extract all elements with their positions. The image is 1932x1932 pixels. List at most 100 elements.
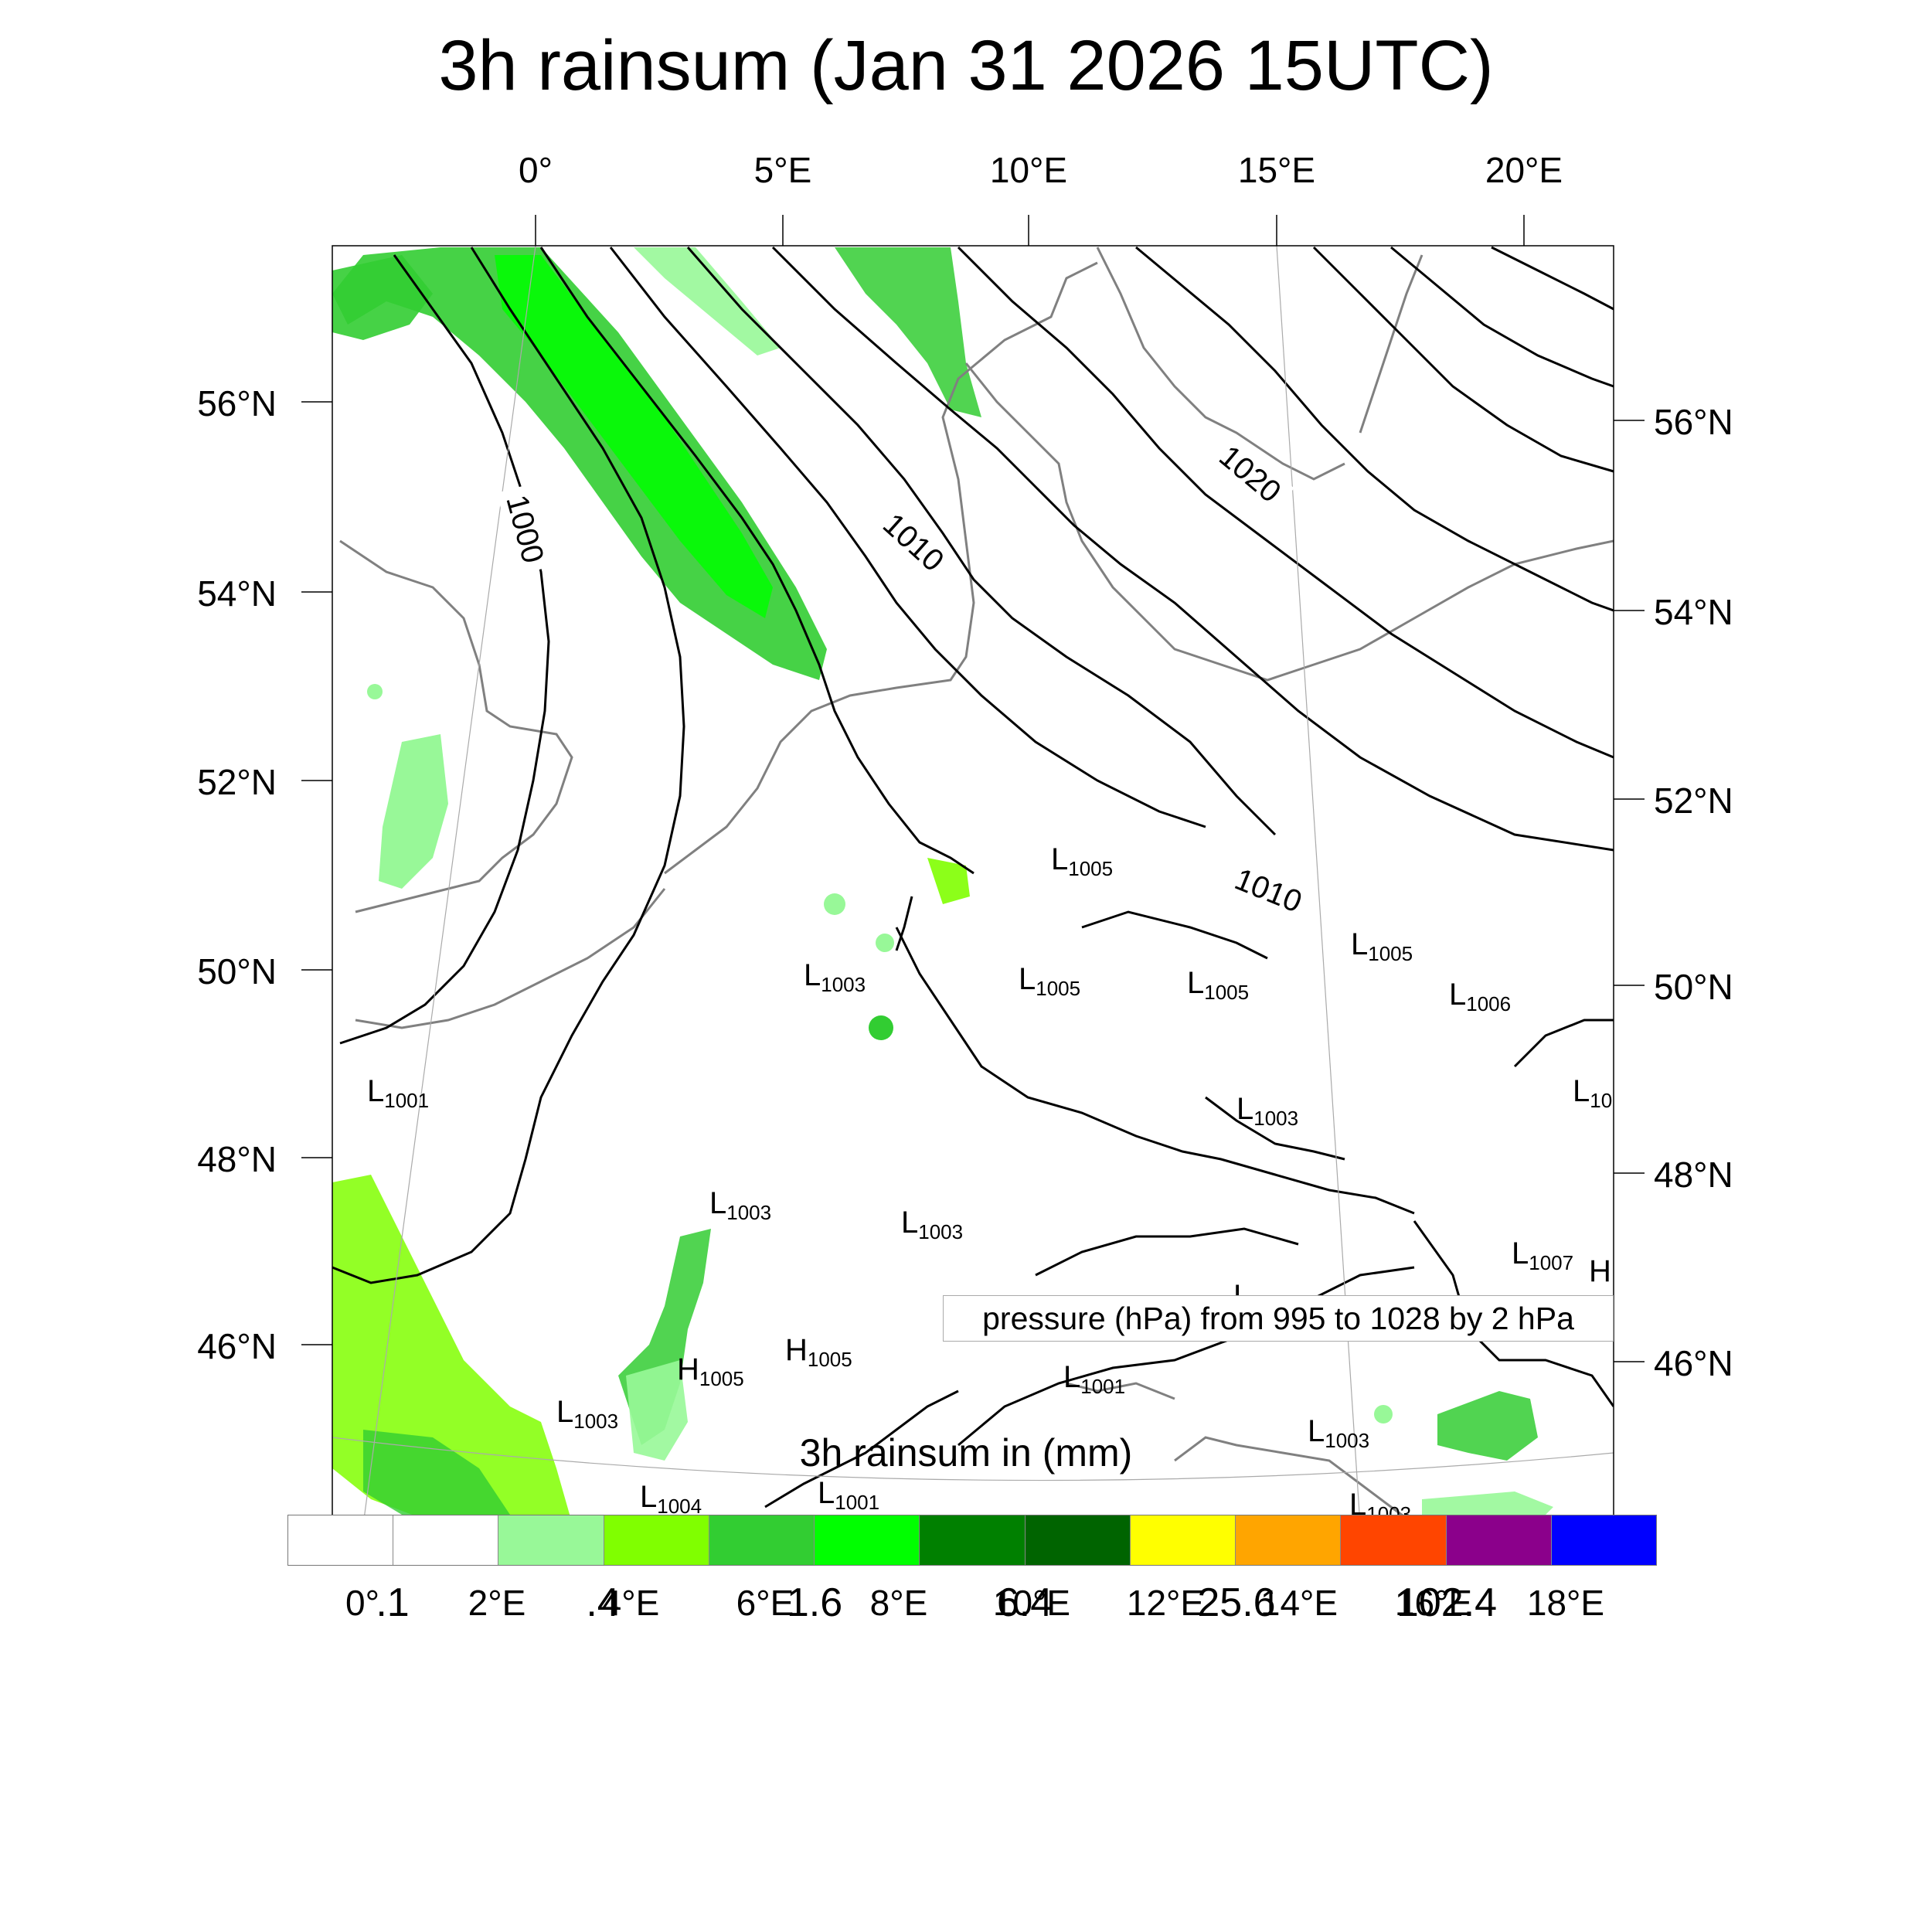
rain-fields bbox=[332, 247, 1553, 1522]
parallel-45N bbox=[332, 1437, 1614, 1481]
pressure-center-value: 1005 bbox=[1036, 977, 1080, 1000]
isobar bbox=[339, 254, 550, 1045]
colorbar-swatch bbox=[815, 1515, 920, 1565]
pressure-center-label: L1003 bbox=[556, 1395, 618, 1433]
rain-spot bbox=[876, 934, 894, 952]
coastline-italy bbox=[1066, 1382, 1175, 1400]
colorbar-swatch bbox=[604, 1515, 709, 1565]
coastline-baltic bbox=[1359, 254, 1423, 434]
pressure-center-label: L1003 bbox=[709, 1186, 771, 1224]
bottom-lon-label: 12°E bbox=[1127, 1583, 1204, 1623]
colorbar-swatch bbox=[920, 1515, 1026, 1565]
colorbar-swatch bbox=[288, 1515, 394, 1565]
pressure-center-value: 1001 bbox=[384, 1089, 429, 1112]
bottom-lon-label: 8°E bbox=[870, 1583, 928, 1623]
pressure-center-label: H1005 bbox=[677, 1352, 744, 1390]
top-ticks bbox=[535, 215, 1525, 246]
left-lat-label: 46°N bbox=[197, 1326, 277, 1366]
pressure-center-value: 1003 bbox=[1325, 1429, 1369, 1452]
rain-band-core bbox=[495, 255, 773, 618]
right-lat-label: 52°N bbox=[1654, 781, 1733, 821]
pressure-center-value: 1003 bbox=[918, 1220, 963, 1243]
pressure-center-type: L bbox=[901, 1206, 918, 1240]
top-lon-label: 20°E bbox=[1485, 150, 1563, 190]
colorbar-swatch bbox=[498, 1515, 604, 1565]
colorbar-tick-label: .1 bbox=[376, 1580, 410, 1625]
pressure-center-value: 1003 bbox=[1253, 1107, 1298, 1130]
pressure-center-value: 1005 bbox=[808, 1348, 852, 1371]
pressure-center-label: L1001 bbox=[818, 1476, 879, 1514]
isobar bbox=[1081, 910, 1268, 960]
rain-spot bbox=[1374, 1405, 1393, 1423]
isobar bbox=[1413, 1220, 1614, 1407]
pressure-center-label: L1003 bbox=[1236, 1092, 1298, 1130]
isobar bbox=[1312, 246, 1614, 473]
pressure-center-type: L bbox=[804, 958, 821, 992]
bottom-lon-label: 10°E bbox=[993, 1583, 1070, 1623]
pressure-center-label: L1007 bbox=[1512, 1236, 1573, 1274]
pressure-center-value: 1005 bbox=[1368, 942, 1413, 965]
pressure-center-label: L1003 bbox=[901, 1206, 963, 1243]
colorbar-tick-label: 1.6 bbox=[786, 1580, 843, 1625]
isobar bbox=[895, 896, 913, 951]
pressure-center-value: 1003 bbox=[821, 973, 866, 996]
pressure-center-label: L1005 bbox=[1019, 962, 1080, 1000]
bottom-longitude-labels: 0° 2°E 4°E 6°E 8°E 10°E 12°E 14°E 16°E 1… bbox=[345, 1583, 1604, 1623]
pressure-center-label: L1003 bbox=[1308, 1414, 1369, 1452]
pressure-center-type: L bbox=[1187, 966, 1204, 1000]
right-latitude-labels: 56°N 54°N 52°N 50°N 48°N 46°N bbox=[1654, 402, 1733, 1383]
pressure-center-type: L bbox=[1308, 1414, 1325, 1448]
coastline-sweden bbox=[1096, 247, 1345, 481]
colorbar bbox=[287, 1515, 1657, 1566]
bottom-lon-label: 18°E bbox=[1527, 1583, 1604, 1623]
top-lon-label: 15°E bbox=[1238, 150, 1315, 190]
bottom-lon-label: 14°E bbox=[1260, 1583, 1338, 1623]
pressure-centers: L1001 L1003 L1005 L1005 L1005 L1005 L100… bbox=[367, 842, 1612, 1526]
isobar bbox=[609, 247, 1206, 828]
pressure-center-value: 1004 bbox=[657, 1495, 702, 1518]
right-lat-label: 48°N bbox=[1654, 1155, 1733, 1195]
left-lat-label: 48°N bbox=[197, 1139, 277, 1179]
isobar bbox=[539, 247, 975, 875]
bottom-lon-label: 16°E bbox=[1395, 1583, 1472, 1623]
rain-band-north-sea bbox=[332, 247, 827, 680]
rain-spot bbox=[367, 684, 383, 699]
isobar bbox=[957, 246, 1614, 759]
pressure-center-label: L1004 bbox=[640, 1480, 702, 1518]
left-lat-label: 52°N bbox=[197, 762, 277, 802]
rain-spot bbox=[869, 1015, 893, 1040]
pressure-center-label: L1005 bbox=[1351, 927, 1413, 965]
isobar bbox=[1390, 246, 1614, 388]
pressure-center-label: L1001 bbox=[367, 1074, 429, 1112]
coastline-denmark bbox=[964, 362, 1614, 682]
colorbar-tick-label: 25.6 bbox=[1197, 1580, 1276, 1625]
bottom-lon-label: 2°E bbox=[468, 1583, 526, 1623]
pressure-center-value: 1003 bbox=[726, 1201, 771, 1224]
rain-rhone-light bbox=[626, 1360, 688, 1461]
isobar bbox=[1035, 1227, 1299, 1277]
left-lat-label: 50°N bbox=[197, 951, 277, 992]
pressure-center-label: H1005 bbox=[785, 1333, 852, 1371]
colorbar-swatch bbox=[709, 1515, 815, 1565]
rain-band-thin bbox=[634, 247, 781, 355]
pressure-center-type: H bbox=[677, 1352, 699, 1386]
colorbar-swatch bbox=[1130, 1515, 1236, 1565]
colorbar-swatch bbox=[1236, 1515, 1342, 1565]
top-lon-label: 0° bbox=[519, 150, 553, 190]
isobar bbox=[332, 247, 685, 1284]
pressure-center-label: L1005 bbox=[1051, 842, 1113, 880]
bottom-lon-label: 4°E bbox=[602, 1583, 660, 1623]
top-lon-label: 10°E bbox=[990, 150, 1067, 190]
pressure-center-value: 1006 bbox=[1466, 992, 1511, 1015]
colorbar-tick-label: 6.4 bbox=[996, 1580, 1053, 1625]
right-lat-label: 50°N bbox=[1654, 967, 1733, 1007]
rain-belgium bbox=[927, 858, 970, 904]
top-longitude-labels: 0° 5°E 10°E 15°E 20°E bbox=[519, 150, 1563, 190]
pressure-center-type: L bbox=[1351, 927, 1368, 961]
coastline-adriatic bbox=[1174, 1436, 1415, 1525]
pressure-center-type: L bbox=[1019, 962, 1036, 996]
coastline-continent bbox=[664, 261, 1098, 875]
rain-balkans bbox=[1437, 1391, 1538, 1461]
right-ticks bbox=[1614, 420, 1645, 1362]
